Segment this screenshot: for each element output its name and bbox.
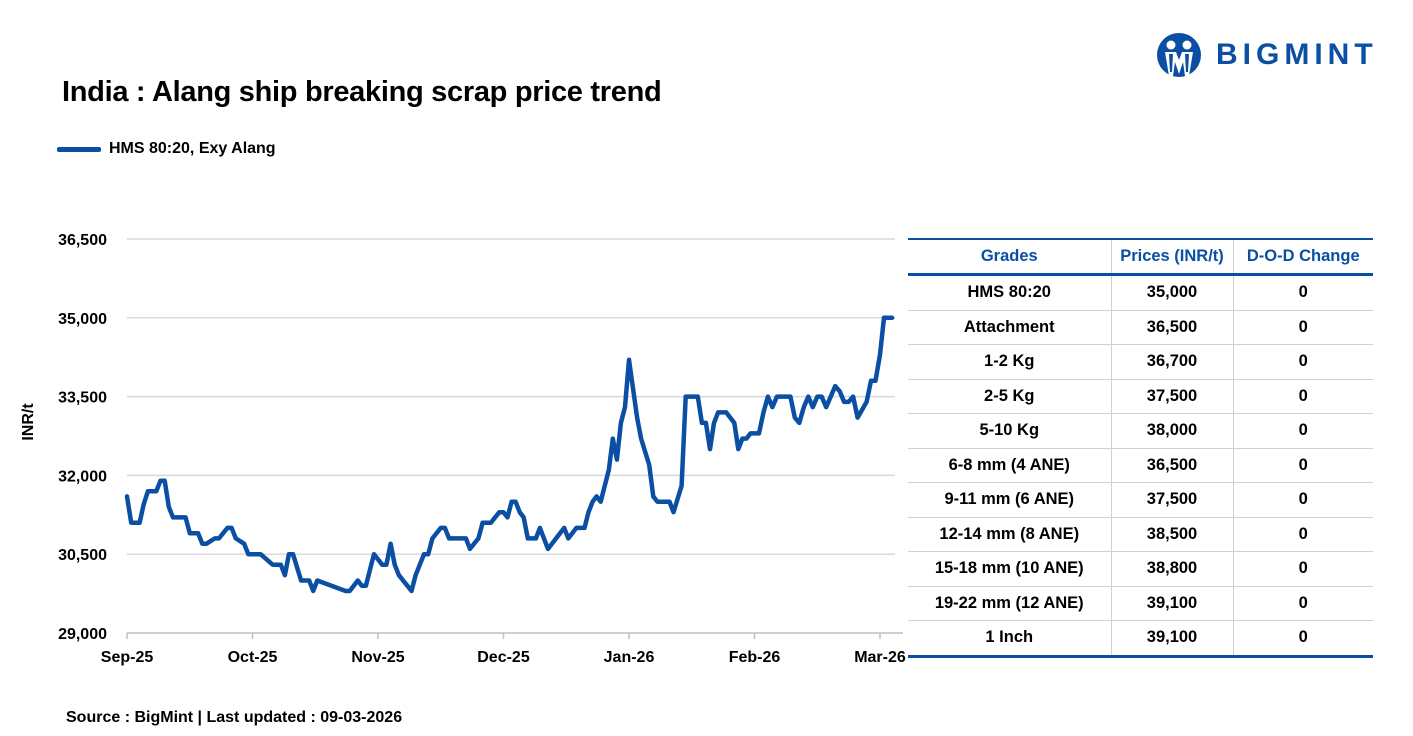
grade-cell: 19-22 mm (12 ANE): [908, 586, 1111, 621]
source-note: Source : BigMint | Last updated : 09-03-…: [66, 709, 403, 726]
table-row: 1-2 Kg 36,700 0: [908, 344, 1373, 380]
table-row: 9-11 mm (6 ANE) 37,500 0: [908, 482, 1373, 518]
grade-cell: 2-5 Kg: [908, 379, 1111, 414]
y-tick-label: 33,500: [58, 390, 107, 407]
price-cell: 38,000: [1110, 413, 1233, 449]
column-header: D-O-D Change: [1232, 238, 1373, 276]
grade-cell: 5-10 Kg: [908, 413, 1111, 449]
chart-legend: HMS 80:20, Exy Alang: [57, 140, 276, 158]
page-title: India : Alang ship breaking scrap price …: [62, 76, 662, 108]
change-cell: 0: [1232, 448, 1373, 483]
price-cell: 36,500: [1110, 310, 1233, 345]
table-row: HMS 80:20 35,000 0: [908, 274, 1373, 311]
column-header: Grades: [908, 238, 1111, 276]
price-cell: 38,800: [1110, 551, 1233, 587]
y-axis-label: INR/t: [20, 403, 37, 441]
grade-cell: 15-18 mm (10 ANE): [908, 551, 1111, 587]
table-row: 5-10 Kg 38,000 0: [908, 413, 1373, 449]
table-row: 15-18 mm (10 ANE) 38,800 0: [908, 551, 1373, 587]
price-cell: 39,100: [1110, 586, 1233, 621]
price-cell: 35,000: [1110, 274, 1233, 311]
series-line-hms-80-20: [124, 315, 895, 594]
y-tick-label: 30,500: [58, 547, 107, 564]
y-tick-label: 32,000: [58, 468, 107, 485]
change-cell: 0: [1232, 517, 1373, 552]
grade-cell: HMS 80:20: [908, 274, 1111, 311]
change-cell: 0: [1232, 586, 1373, 621]
change-cell: 0: [1232, 310, 1373, 345]
y-tick-label: 35,000: [58, 311, 107, 328]
change-cell: 0: [1232, 274, 1373, 311]
grade-cell: 12-14 mm (8 ANE): [908, 517, 1111, 552]
y-tick-label: 36,500: [58, 232, 107, 249]
bigmint-logo: BIGMINT: [1156, 32, 1378, 78]
grade-cell: 1 Inch: [908, 620, 1111, 658]
bigmint-logo-icon: [1157, 33, 1201, 77]
grade-cell: 9-11 mm (6 ANE): [908, 482, 1111, 518]
grades-price-table: Grades Prices (INR/t) D-O-D Change HMS 80:…: [908, 238, 1373, 658]
grade-cell: 6-8 mm (4 ANE): [908, 448, 1111, 483]
x-tick-label: Oct-25: [228, 649, 278, 666]
legend-label: HMS 80:20, Exy Alang: [109, 140, 276, 157]
price-cell: 36,500: [1110, 448, 1233, 483]
y-tick-label: 29,000: [58, 626, 107, 643]
price-cell: 39,100: [1110, 620, 1233, 658]
grade-cell: 1-2 Kg: [908, 344, 1111, 380]
change-cell: 0: [1232, 551, 1373, 587]
x-tick-label: Nov-25: [351, 649, 404, 666]
grade-cell: Attachment: [908, 310, 1111, 345]
x-tick-label: Sep-25: [101, 649, 154, 666]
price-cell: 36,700: [1110, 344, 1233, 380]
change-cell: 0: [1232, 344, 1373, 380]
legend-swatch: [57, 146, 101, 152]
change-cell: 0: [1232, 482, 1373, 518]
column-header: Prices (INR/t): [1110, 238, 1233, 276]
change-cell: 0: [1232, 413, 1373, 449]
table-row: 12-14 mm (8 ANE) 38,500 0: [908, 517, 1373, 552]
change-cell: 0: [1232, 379, 1373, 414]
table-row: 6-8 mm (4 ANE) 36,500 0: [908, 448, 1373, 483]
price-cell: 37,500: [1110, 379, 1233, 414]
x-tick-label: Jan-26: [604, 649, 655, 666]
x-tick-label: Dec-25: [477, 649, 530, 666]
x-tick-label: Mar-26: [854, 649, 906, 666]
table-row: 19-22 mm (12 ANE) 39,100 0: [908, 586, 1373, 621]
price-cell: 38,500: [1110, 517, 1233, 552]
table-row: 1 Inch 39,100 0: [908, 620, 1373, 658]
price-cell: 37,500: [1110, 482, 1233, 518]
logo-text: BIGMINT: [1216, 38, 1378, 71]
change-cell: 0: [1232, 620, 1373, 658]
table-row: 2-5 Kg 37,500 0: [908, 379, 1373, 414]
x-tick-label: Feb-26: [729, 649, 781, 666]
table-row: Attachment 36,500 0: [908, 310, 1373, 345]
